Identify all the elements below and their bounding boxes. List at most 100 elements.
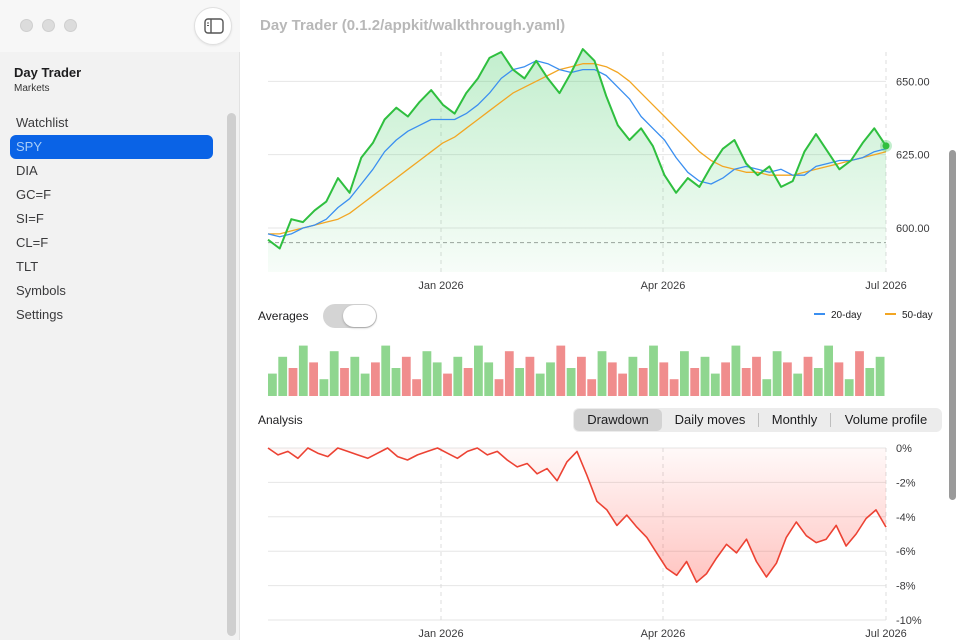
volume-bar <box>813 368 823 396</box>
legend-20-day: 20-day <box>814 310 862 321</box>
volume-bar <box>350 356 360 396</box>
volume-bar <box>381 345 391 396</box>
tab-monthly[interactable]: Monthly <box>771 412 818 427</box>
volume-bar <box>710 373 720 396</box>
volume-bar <box>638 368 648 396</box>
tab-volume-profile[interactable]: Volume profile <box>844 412 928 427</box>
volume-bar <box>371 362 380 396</box>
legend-50-day: 50-day <box>885 310 933 321</box>
averages-toggle-knob <box>343 305 376 327</box>
volume-bar <box>474 345 483 396</box>
price-x-tick-label: Apr 2026 <box>641 280 686 292</box>
drawdown-x-tick-label: Jul 2026 <box>865 628 907 640</box>
drawdown-line <box>267 447 887 584</box>
volume-bar <box>628 356 638 396</box>
volume-bar <box>412 379 421 396</box>
volume-bar <box>772 351 782 396</box>
volume-bar <box>865 368 875 396</box>
volume-bar <box>607 362 617 396</box>
volume-bar <box>824 345 833 396</box>
drawdown-y-tick-label: -10% <box>896 615 922 627</box>
volume-bar <box>762 379 772 396</box>
volume-bar <box>649 345 658 396</box>
volume-bar <box>659 362 669 396</box>
drawdown-x-tick-label: Jan 2026 <box>418 628 463 640</box>
close-window-button[interactable] <box>20 19 33 32</box>
volume-bar <box>329 351 339 396</box>
price-x-tick-label: Jul 2026 <box>865 280 907 292</box>
volume-bar <box>690 368 700 396</box>
price-y-tick-label: 625.00 <box>896 150 930 162</box>
sidebar-item-watchlist[interactable]: Watchlist <box>16 115 69 130</box>
volume-bar <box>803 356 813 396</box>
legend-50-day-label: 50-day <box>902 310 933 321</box>
zoom-window-button[interactable] <box>64 19 77 32</box>
sidebar-toggle-button[interactable] <box>194 7 232 45</box>
sidebar-item-settings[interactable]: Settings <box>16 307 63 322</box>
drawdown-area-fill <box>268 448 886 583</box>
volume-bar <box>504 351 514 396</box>
tab-daily-moves[interactable]: Daily moves <box>674 412 746 427</box>
volume-bar <box>309 362 318 396</box>
segment-divider <box>758 413 759 427</box>
sidebar: Day Trader Markets Watchlist SPY DIA GC=… <box>0 0 240 640</box>
volume-bar <box>319 379 329 396</box>
volume-bar <box>515 368 524 396</box>
volume-bar <box>834 362 844 396</box>
price-area-fill <box>268 49 886 272</box>
drawdown-y-tick-label: 0% <box>896 443 912 455</box>
volume-bar <box>288 368 298 396</box>
window-title: Day Trader (0.1.2/appkit/walkthrough.yam… <box>260 17 566 34</box>
minimize-window-button[interactable] <box>42 19 55 32</box>
averages-label: Averages <box>258 309 309 323</box>
volume-bar <box>566 368 576 396</box>
volume-bar <box>731 345 741 396</box>
legend-20-day-swatch <box>814 313 825 316</box>
volume-bar <box>360 373 370 396</box>
volume-bar <box>680 351 689 396</box>
volume-bar <box>597 351 607 396</box>
price-x-tick-label: Jan 2026 <box>418 280 463 292</box>
volume-bar <box>855 351 864 396</box>
analysis-segmented-control: Drawdown Daily moves Monthly Volume prof… <box>573 408 942 432</box>
sidebar-item-dia[interactable]: DIA <box>16 163 38 178</box>
sidebar-item-cl-f[interactable]: CL=F <box>16 235 49 250</box>
volume-bar <box>422 351 432 396</box>
volume-bar <box>432 362 442 396</box>
drawdown-y-tick-label: -8% <box>896 581 916 593</box>
volume-bar <box>535 373 545 396</box>
volume-bar <box>669 379 679 396</box>
volume-bar <box>587 379 597 396</box>
sidebar-item-symbols[interactable]: Symbols <box>16 283 66 298</box>
volume-bar <box>556 345 566 396</box>
volume-bar <box>793 373 803 396</box>
segment-divider <box>830 413 831 427</box>
volume-bar <box>453 356 463 396</box>
drawdown-y-tick-label: -4% <box>896 512 916 524</box>
volume-bar <box>741 368 751 396</box>
averages-toggle[interactable] <box>323 304 377 328</box>
volume-bar <box>700 356 710 396</box>
average-50-day-line <box>268 63 887 235</box>
app-subtitle: Markets <box>14 83 50 94</box>
price-y-tick-label: 600.00 <box>896 223 930 235</box>
tab-drawdown[interactable]: Drawdown <box>574 409 662 431</box>
drawdown-y-tick-label: -6% <box>896 546 916 558</box>
volume-bar <box>463 368 473 396</box>
volume-bar <box>875 356 885 396</box>
main-scrollbar[interactable] <box>949 150 956 500</box>
volume-bar <box>525 356 535 396</box>
price-last-marker <box>882 142 890 150</box>
volume-bar <box>577 356 586 396</box>
volume-bar <box>484 362 494 396</box>
sidebar-item-tlt[interactable]: TLT <box>16 259 39 274</box>
sidebar-scrollbar[interactable] <box>227 113 236 636</box>
sidebar-item-si-f[interactable]: SI=F <box>16 211 44 226</box>
volume-bar <box>340 368 349 396</box>
legend-20-day-label: 20-day <box>831 310 862 321</box>
drawdown-y-tick-label: -2% <box>896 477 916 489</box>
volume-bar <box>298 345 308 396</box>
sidebar-item-gc-f[interactable]: GC=F <box>16 187 52 202</box>
sidebar-item-spy[interactable]: SPY <box>10 135 213 159</box>
